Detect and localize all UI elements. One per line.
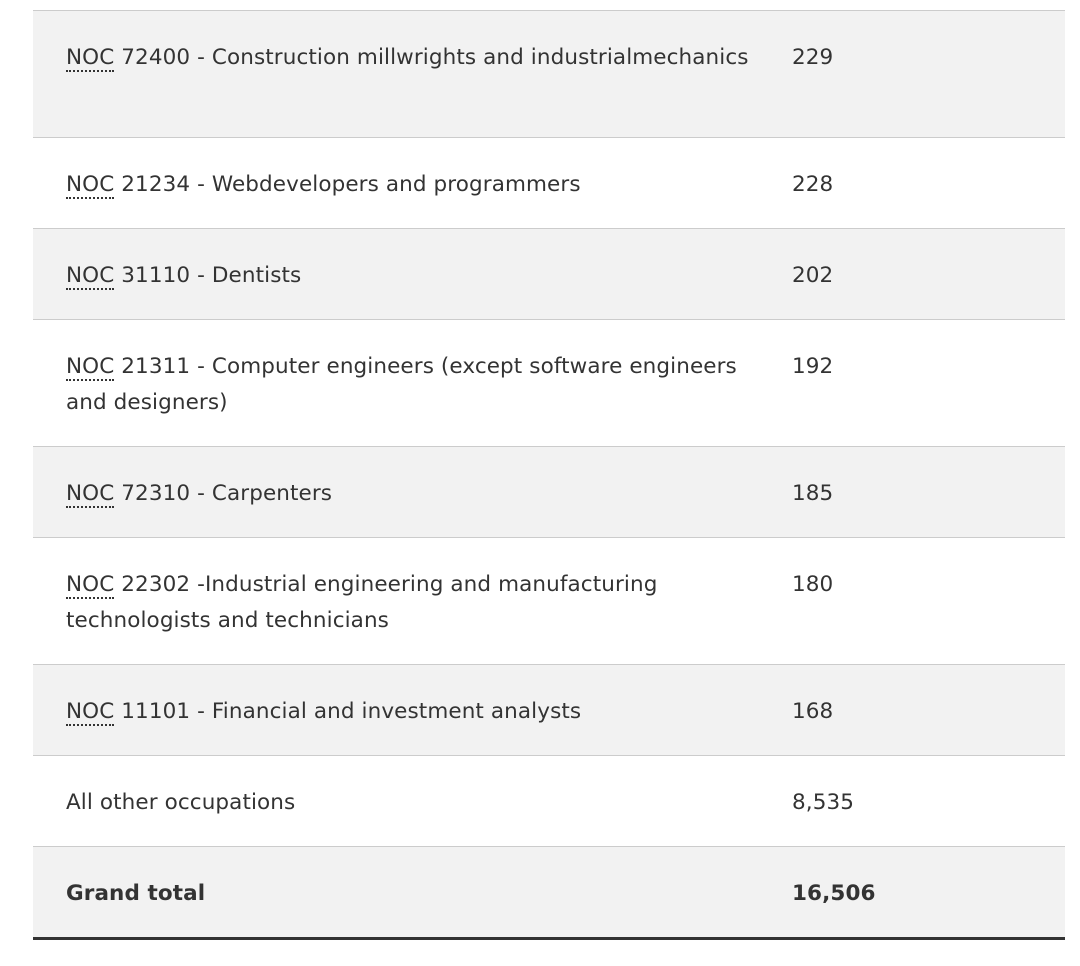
occupation-cell: NOC 31110 - Dentists	[33, 228, 759, 320]
count-cell: 229	[759, 10, 1065, 138]
table-row: NOC 72400 - Construction millwrights and…	[33, 10, 1065, 138]
count-cell: 8,535	[792, 790, 855, 815]
occupation-label: 21234 - Webdevelopers and programmers	[114, 172, 581, 197]
grand-total-value: 16,506	[759, 846, 1065, 939]
count-cell: 202	[759, 228, 1065, 320]
occupation-table: NOC 72400 - Construction millwrights and…	[33, 10, 1065, 940]
occupation-table-container: NOC 72400 - Construction millwrights and…	[33, 10, 1065, 940]
occupation-label: All other occupations	[66, 790, 296, 815]
table-row: NOC 21311 - Computer engineers (except s…	[33, 319, 1065, 447]
table-row: NOC 21234 - Webdevelopers and programmer…	[33, 137, 1065, 229]
count-cell: 180	[792, 572, 834, 597]
occupation-cell: NOC 21234 - Webdevelopers and programmer…	[33, 138, 759, 229]
table-row: NOC 11101 - Financial and investment ana…	[33, 664, 1065, 756]
occupation-cell: NOC 21311 - Computer engineers (except s…	[33, 320, 759, 447]
occupation-label: 11101 - Financial and investment analyst…	[114, 699, 582, 724]
table-row: NOC 22302 -Industrial engineering and ma…	[33, 537, 1065, 665]
table-row: All other occupations 8,535	[33, 755, 1065, 847]
occupation-cell: NOC 72400 - Construction millwrights and…	[33, 10, 759, 138]
grand-total-row: Grand total 16,506	[33, 846, 1065, 939]
occupation-cell: NOC 72310 - Carpenters	[33, 446, 759, 538]
occupation-label: 72310 - Carpenters	[114, 481, 333, 506]
occupation-label: 21311 - Computer engineers (except softw…	[66, 354, 737, 415]
grand-total-label: Grand total	[33, 846, 759, 939]
occupation-cell: NOC 22302 -Industrial engineering and ma…	[33, 538, 759, 665]
occupation-label: 31110 - Dentists	[114, 263, 302, 288]
occupation-cell: NOC 11101 - Financial and investment ana…	[33, 664, 759, 756]
count-cell: 168	[759, 664, 1065, 756]
noc-abbreviation[interactable]: NOC	[66, 354, 115, 381]
count-cell: 192	[792, 354, 834, 379]
noc-abbreviation[interactable]: NOC	[66, 263, 115, 290]
table-row: NOC 31110 - Dentists 202	[33, 228, 1065, 320]
occupation-label: 72400 - Construction millwrights and ind…	[114, 45, 749, 70]
table-row: NOC 72310 - Carpenters 185	[33, 446, 1065, 538]
noc-abbreviation[interactable]: NOC	[66, 572, 115, 599]
occupation-label: 22302 -Industrial engineering and manufa…	[66, 572, 658, 633]
noc-abbreviation[interactable]: NOC	[66, 45, 115, 72]
noc-abbreviation[interactable]: NOC	[66, 699, 115, 726]
count-cell: 185	[759, 446, 1065, 538]
noc-abbreviation[interactable]: NOC	[66, 481, 115, 508]
count-cell: 228	[792, 172, 834, 197]
noc-abbreviation[interactable]: NOC	[66, 172, 115, 199]
